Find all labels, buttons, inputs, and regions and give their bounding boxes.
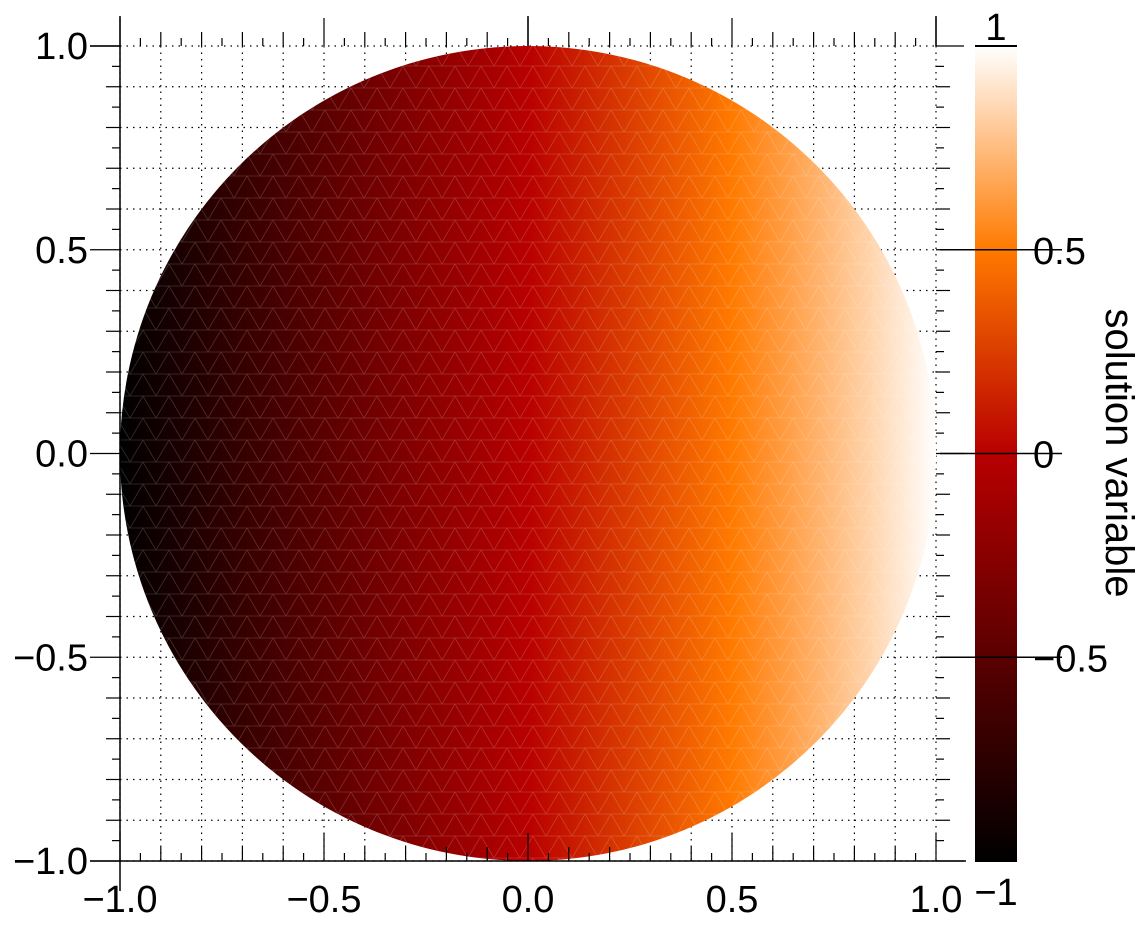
colorbar-tick-label: 0.5: [1033, 231, 1086, 273]
y-tick-labels: −1.0 −0.5 0.0 0.5 1.0: [13, 26, 88, 883]
axes: [90, 16, 966, 891]
x-tick-label: −1.0: [82, 879, 157, 921]
solution-disk: [120, 46, 936, 861]
disk-mesh: [120, 46, 936, 861]
colorbar-title: solution variable: [1097, 308, 1141, 597]
x-tick-label: 0.5: [706, 879, 759, 921]
colorbar: −1 −0.5 0 0.5 1 solution variable: [940, 7, 1141, 914]
colorbar-tick-label: −1: [974, 872, 1017, 914]
y-tick-label: 0.0: [35, 434, 88, 476]
x-tick-label: 1.0: [910, 879, 963, 921]
colorbar-tick-label: 0: [1033, 435, 1054, 477]
x-tick-labels: −1.0 −0.5 0.0 0.5 1.0: [82, 879, 962, 921]
y-tick-label: −0.5: [13, 637, 88, 679]
colorbar-tick-label: 1: [985, 7, 1006, 49]
y-tick-label: 1.0: [35, 26, 88, 68]
colorbar-tick-label: −0.5: [1033, 638, 1108, 680]
y-tick-label: −1.0: [13, 841, 88, 883]
y-tick-label: 0.5: [35, 230, 88, 272]
x-tick-label: −0.5: [286, 879, 361, 921]
x-tick-label: 0.0: [502, 879, 555, 921]
